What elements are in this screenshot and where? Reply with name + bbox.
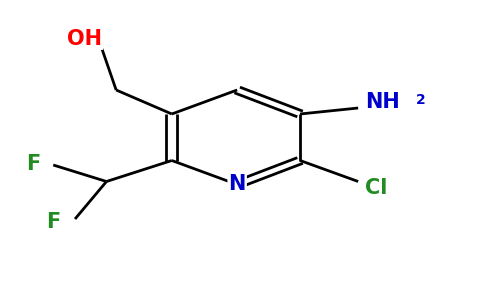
Text: OH: OH — [67, 29, 102, 49]
Text: 2: 2 — [416, 92, 426, 106]
Text: Cl: Cl — [365, 178, 388, 197]
Text: N: N — [228, 175, 246, 194]
Text: F: F — [46, 212, 60, 232]
Text: F: F — [26, 154, 40, 173]
Text: NH: NH — [365, 92, 400, 112]
